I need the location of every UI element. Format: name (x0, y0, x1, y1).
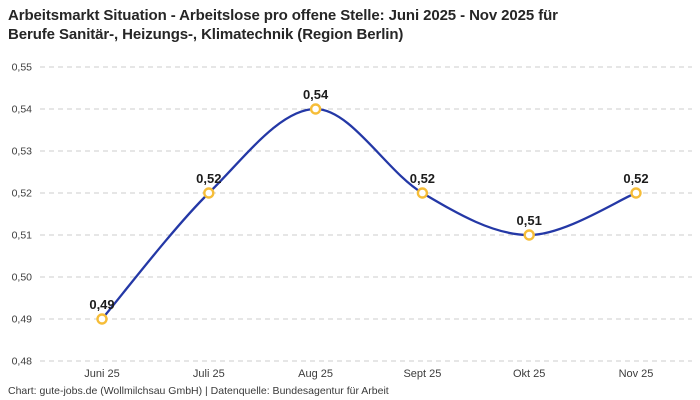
y-tick-label: 0,53 (12, 146, 33, 158)
chart-title-line-2: Berufe Sanitär-, Heizungs-, Klimatechnik… (8, 26, 404, 43)
data-point-marker[interactable] (416, 187, 429, 199)
x-tick-label: Aug 25 (298, 368, 333, 380)
y-tick-label: 0,50 (12, 272, 33, 284)
data-point-label: 0,54 (303, 87, 329, 102)
data-point-label: 0,52 (410, 171, 435, 186)
data-point-label: 0,51 (517, 213, 542, 228)
y-tick-label: 0,52 (12, 188, 33, 200)
y-tick-label: 0,48 (12, 356, 33, 368)
data-point-marker[interactable] (523, 229, 535, 241)
chart-source-credit: Chart: gute-jobs.de (Wollmilchsau GmbH) … (8, 385, 389, 397)
y-tick-label: 0,55 (12, 62, 33, 74)
x-tick-label: Nov 25 (619, 368, 654, 380)
x-tick-label: Sept 25 (403, 368, 441, 380)
data-point-marker[interactable] (203, 187, 215, 199)
y-tick-label: 0,51 (12, 230, 33, 242)
x-tick-label: Juni 25 (84, 368, 119, 380)
x-tick-label: Okt 25 (513, 368, 545, 380)
data-point-label: 0,52 (623, 171, 648, 186)
chart-title-line-1: Arbeitsmarkt Situation - Arbeitslose pro… (8, 7, 558, 24)
y-tick-label: 0,49 (12, 314, 33, 326)
data-point-label: 0,52 (196, 171, 221, 186)
data-point-marker[interactable] (630, 187, 642, 199)
series-line (100, 107, 638, 321)
data-point-label: 0,49 (89, 297, 114, 312)
data-point-marker[interactable] (96, 313, 108, 325)
x-tick-label: Juli 25 (193, 368, 225, 380)
y-tick-label: 0,54 (12, 104, 33, 116)
data-point-marker[interactable] (309, 103, 322, 115)
chart-title: Arbeitsmarkt Situation - Arbeitslose pro… (8, 6, 696, 44)
